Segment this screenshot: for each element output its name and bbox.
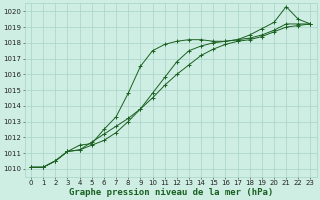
X-axis label: Graphe pression niveau de la mer (hPa): Graphe pression niveau de la mer (hPa) [68, 188, 273, 197]
